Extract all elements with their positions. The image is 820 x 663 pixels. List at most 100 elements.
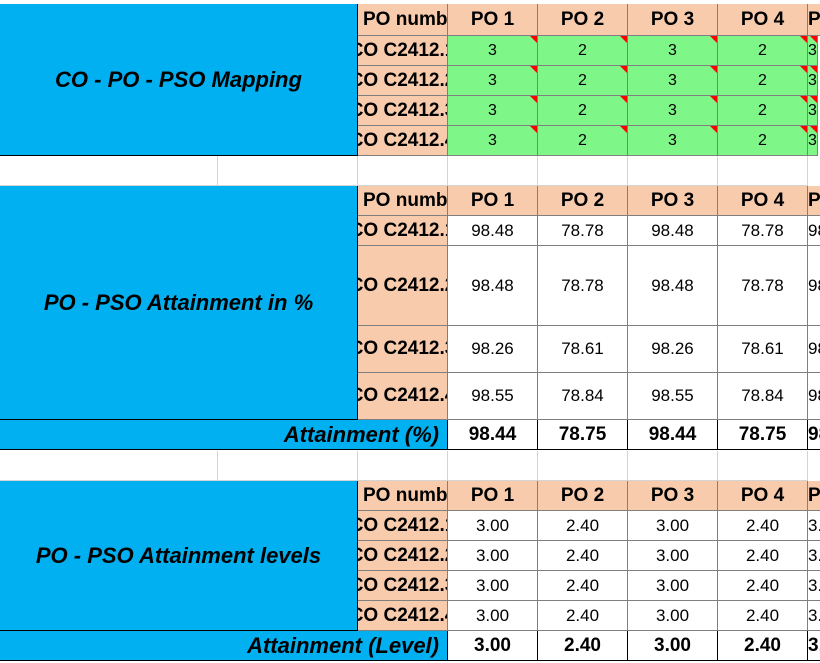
attainment-percent-total-label: Attainment (%) (0, 420, 448, 450)
comment-indicator-icon (710, 36, 717, 43)
po-header-1: PO 1 (448, 4, 538, 36)
table-cell: 3 (808, 66, 818, 96)
table-cell: 3.00 (448, 571, 538, 601)
co-row-label: CO C2412.2 (358, 66, 448, 96)
blank-row (0, 156, 218, 186)
table-cell: 3.00 (628, 541, 718, 571)
table-cell: 2.40 (538, 601, 628, 631)
table-cell: 3.00 (628, 511, 718, 541)
po-header-4: PO 4 (718, 4, 808, 36)
table-cell: 2.40 (538, 541, 628, 571)
blank-row (628, 156, 718, 186)
po-header-5: PO 5 (808, 4, 820, 36)
total-cell: 3.00 (808, 631, 820, 661)
comment-indicator-icon (800, 96, 807, 103)
mapping-section-label: CO - PO - PSO Mapping (0, 4, 358, 156)
comment-indicator-icon (530, 96, 537, 103)
table-cell: 3.00 (628, 601, 718, 631)
table-cell: 98.48 (448, 246, 538, 326)
blank-row (218, 451, 358, 481)
co-row-label: CO C2412.1 (358, 36, 448, 66)
table-cell: 2.40 (718, 541, 808, 571)
table-cell: 78.84 (718, 373, 808, 420)
table-cell: 98.48 (628, 246, 718, 326)
po-header-1: PO 1 (448, 186, 538, 216)
table-cell: 3 (628, 36, 718, 66)
co-row-label: CO C2412.4 (358, 373, 448, 420)
table-cell: 2 (718, 96, 808, 126)
total-cell: 98.44 (628, 420, 718, 450)
table-cell: 3 (628, 66, 718, 96)
table-cell: 78.78 (718, 216, 808, 246)
table-cell: 3.00 (448, 601, 538, 631)
comment-indicator-icon (710, 66, 717, 73)
blank-row (448, 451, 538, 481)
table-cell: 78.78 (718, 246, 808, 326)
po-header-3: PO 3 (628, 481, 718, 511)
co-row-label: CO C2412.1 (358, 511, 448, 541)
table-cell: 2 (538, 96, 628, 126)
total-cell: 2.40 (718, 631, 808, 661)
table-cell: 98.55 (448, 373, 538, 420)
table-cell: 2 (718, 36, 808, 66)
co-row-label: CO C2412.4 (358, 601, 448, 631)
total-cell: 98.44 (808, 420, 820, 450)
blank-row (538, 451, 628, 481)
table-cell: 98.26 (448, 326, 538, 373)
co-row-label: CO C2412.3 (358, 326, 448, 373)
table-cell: 3.00 (628, 571, 718, 601)
table-cell: 98.48 (628, 216, 718, 246)
comment-indicator-icon (800, 66, 807, 73)
comment-indicator-icon (710, 126, 717, 133)
total-cell: 3.00 (628, 631, 718, 661)
po-header-3: PO 3 (628, 4, 718, 36)
co-row-label: CO C2412.3 (358, 571, 448, 601)
co-row-label: CO C2412.2 (358, 246, 448, 326)
blank-row (538, 156, 628, 186)
table-cell: 3 (628, 96, 718, 126)
blank-row (218, 156, 358, 186)
comment-indicator-icon (800, 36, 807, 43)
total-cell: 98.44 (448, 420, 538, 450)
comment-indicator-icon (800, 126, 807, 133)
po-number-header: PO number (358, 4, 448, 36)
total-cell: 78.75 (718, 420, 808, 450)
table-cell: 3 (448, 36, 538, 66)
po-header-2: PO 2 (538, 4, 628, 36)
total-cell: 2.40 (538, 631, 628, 661)
table-cell: 98.26 (808, 326, 820, 373)
comment-indicator-icon (620, 66, 627, 73)
table-cell: 78.78 (538, 246, 628, 326)
comment-indicator-icon (809, 36, 817, 43)
table-cell: 2 (538, 36, 628, 66)
co-row-label: CO C2412.1 (358, 216, 448, 246)
table-cell: 2 (538, 126, 628, 156)
table-cell: 2.40 (538, 571, 628, 601)
po-number-header: PO number (358, 481, 448, 511)
po-header-2: PO 2 (538, 481, 628, 511)
comment-indicator-icon (809, 126, 817, 133)
table-cell: 98.26 (628, 326, 718, 373)
comment-indicator-icon (620, 126, 627, 133)
blank-row (628, 451, 718, 481)
table-cell: 78.84 (538, 373, 628, 420)
total-cell: 78.75 (538, 420, 628, 450)
po-number-header: PO number (358, 186, 448, 216)
table-cell: 3.00 (808, 571, 820, 601)
po-header-1: PO 1 (448, 481, 538, 511)
table-cell: 3 (448, 96, 538, 126)
comment-indicator-icon (530, 66, 537, 73)
table-cell: 2.40 (718, 601, 808, 631)
table-cell: 2.40 (718, 571, 808, 601)
table-cell: 3.00 (448, 541, 538, 571)
blank-row (718, 156, 808, 186)
comment-indicator-icon (530, 126, 537, 133)
blank-row (358, 451, 448, 481)
table-cell: 3.00 (808, 511, 820, 541)
table-cell: 3 (808, 96, 818, 126)
table-cell: 78.61 (538, 326, 628, 373)
total-cell: 3.00 (448, 631, 538, 661)
table-cell: 3 (808, 126, 818, 156)
po-header-4: PO 4 (718, 481, 808, 511)
po-header-5: PO 5 (808, 186, 820, 216)
